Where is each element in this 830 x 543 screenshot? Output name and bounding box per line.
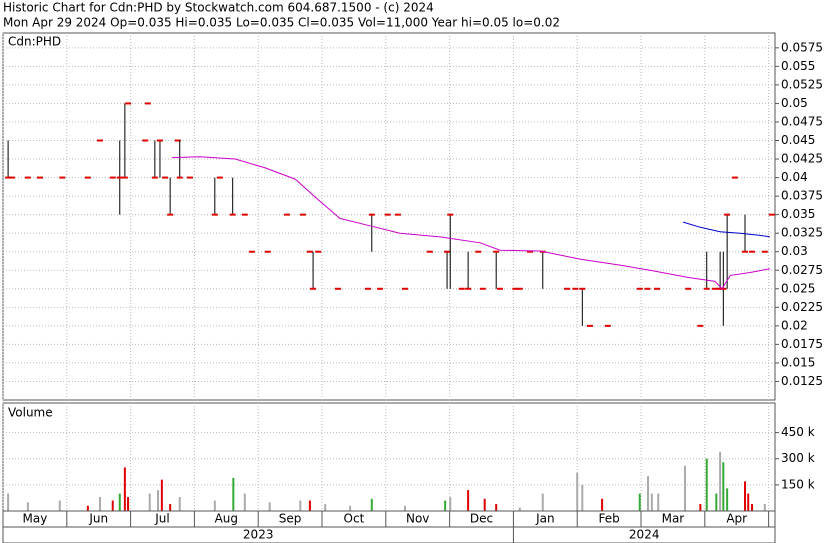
- volume-label: Volume: [8, 406, 53, 420]
- volume-bar: [747, 493, 750, 511]
- volume-bar: [483, 498, 486, 511]
- volume-bar: [178, 497, 181, 511]
- x-tick-label: Jan: [535, 512, 555, 526]
- x-tick-label: Nov: [406, 512, 429, 526]
- volume-bar: [58, 500, 61, 511]
- volume-bar: [581, 484, 584, 511]
- volume-bar: [541, 493, 544, 511]
- chart-title: Historic Chart for Cdn:PHD by Stockwatch…: [3, 1, 434, 15]
- volume-bar: [148, 493, 151, 511]
- y-tick-label: 0.04: [781, 170, 808, 184]
- y-tick-label: 0.0575: [781, 40, 823, 54]
- x-tick-label: May: [22, 512, 47, 526]
- volume-bar: [650, 493, 653, 511]
- volume-bar: [157, 490, 160, 511]
- quote-info: Mon Apr 29 2024 Op=0.035 Hi=0.035 Lo=0.0…: [3, 16, 560, 30]
- volume-bar: [213, 500, 216, 511]
- y-tick-label: 150 k: [781, 477, 815, 491]
- volume-bar: [268, 502, 271, 511]
- volume-bar: [601, 498, 604, 511]
- volume-bar: [123, 467, 126, 511]
- volume-bar: [7, 493, 10, 511]
- y-tick-label: 0.0325: [781, 226, 823, 240]
- volume-bar: [86, 505, 89, 511]
- y-tick-label: 0.05: [781, 96, 808, 110]
- x-tick-label: Jul: [154, 512, 169, 526]
- y-tick-label: 0.045: [781, 133, 815, 147]
- y-tick-label: 0.0175: [781, 337, 823, 351]
- volume-bar: [160, 479, 163, 511]
- y-tick-label: 0.0275: [781, 263, 823, 277]
- y-tick-label: 0.0125: [781, 374, 823, 388]
- volume-bar: [638, 493, 641, 511]
- volume-bar: [744, 481, 747, 511]
- y-tick-label: 0.0475: [781, 114, 823, 128]
- volume-bar: [444, 500, 447, 511]
- y-tick-label: 0.0375: [781, 189, 823, 203]
- price-label: Cdn:PHD: [8, 35, 61, 49]
- volume-bar: [576, 472, 579, 511]
- y-tick-label: 0.015: [781, 355, 815, 369]
- volume-bar: [118, 493, 121, 511]
- volume-bar: [719, 451, 722, 511]
- x-tick-label: Mar: [662, 512, 685, 526]
- y-tick-label: 450 k: [781, 425, 815, 439]
- volume-bar: [370, 498, 373, 511]
- volume-bar: [715, 493, 718, 511]
- y-tick-label: 0.03: [781, 244, 808, 258]
- y-tick-label: 0.035: [781, 207, 815, 221]
- volume-bar: [518, 507, 521, 511]
- volume-bar: [449, 497, 452, 511]
- y-tick-label: 0.0425: [781, 152, 823, 166]
- x-tick-label: Aug: [215, 512, 238, 526]
- volume-bar: [726, 488, 729, 511]
- volume-bar: [111, 500, 114, 511]
- y-tick-label: 0.025: [781, 281, 815, 295]
- moving-average: [682, 221, 770, 238]
- y-tick-label: 0.055: [781, 59, 815, 73]
- y-tick-label: 0.0225: [781, 300, 823, 314]
- x-tick-label: Dec: [470, 512, 493, 526]
- volume-bar: [699, 504, 702, 511]
- x-tick-label: Sep: [279, 512, 302, 526]
- volume-bar: [467, 490, 470, 511]
- volume-bar: [169, 504, 172, 511]
- volume-bar: [26, 502, 29, 511]
- year-axis: [2, 526, 776, 543]
- volume-bar: [763, 504, 766, 511]
- x-tick-label: Oct: [344, 512, 365, 526]
- volume-bar: [98, 497, 101, 511]
- year-label: 2024: [629, 528, 660, 542]
- volume-bar: [243, 493, 246, 511]
- volume-bar: [232, 477, 235, 511]
- volume-bar: [722, 462, 725, 511]
- y-tick-label: 300 k: [781, 451, 815, 465]
- volume-bar: [299, 500, 302, 511]
- volume-bar: [657, 493, 660, 511]
- x-tick-label: Feb: [598, 512, 619, 526]
- volume-bar: [705, 458, 708, 511]
- moving-average: [172, 156, 770, 290]
- volume-bar: [751, 504, 754, 511]
- volume-bar: [349, 505, 352, 511]
- volume-bar: [403, 505, 406, 511]
- volume-bar: [495, 504, 498, 511]
- volume-bar: [127, 497, 130, 511]
- volume-bar: [684, 465, 687, 511]
- volume-bar: [308, 500, 311, 511]
- volume-bar: [647, 476, 650, 511]
- y-tick-label: 0.02: [781, 318, 808, 332]
- x-tick-label: Jun: [88, 512, 108, 526]
- year-label: 2023: [243, 528, 274, 542]
- volume-bar: [324, 504, 327, 511]
- x-tick-label: Apr: [726, 512, 747, 526]
- y-tick-label: 0.0525: [781, 77, 823, 91]
